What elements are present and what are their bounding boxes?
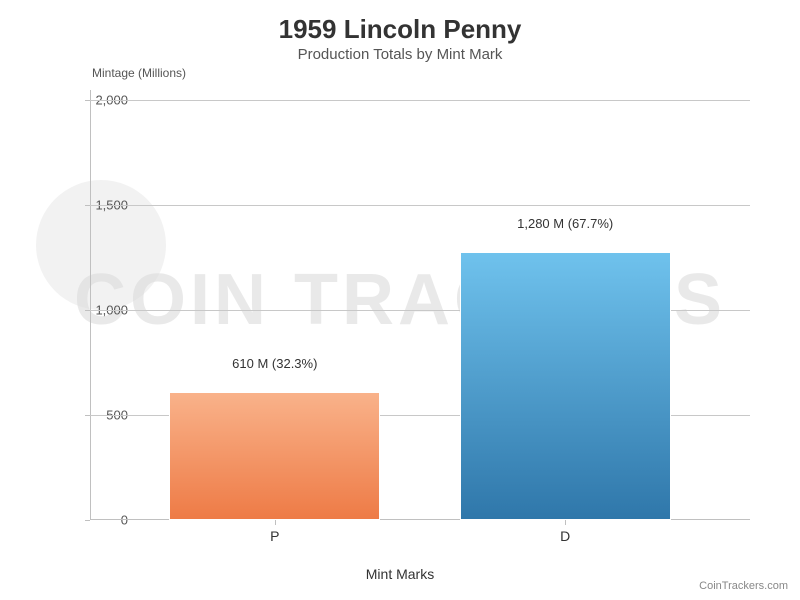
gridline [90,100,750,101]
y-tick-mark [85,415,90,416]
chart-subtitle: Production Totals by Mint Mark [0,46,800,63]
x-tick-label: D [560,528,570,544]
attribution-text: CoinTrackers.com [699,580,788,592]
bar-d[interactable] [460,252,671,520]
chart-container: COIN TRACKERS 1959 Lincoln Penny Product… [0,0,800,600]
x-axis-label: Mint Marks [0,566,800,582]
x-tick-mark [565,520,566,525]
gridline [90,205,750,206]
y-tick-mark [85,520,90,521]
x-tick-label: P [270,528,279,544]
x-tick-mark [275,520,276,525]
bar-p[interactable] [169,392,380,520]
y-tick-mark [85,205,90,206]
plot-area: 610 M (32.3%)P1,280 M (67.7%)D [90,90,750,520]
chart-title: 1959 Lincoln Penny [0,14,800,45]
y-axis-label: Mintage (Millions) [92,66,186,80]
y-tick-mark [85,310,90,311]
bar-value-label: 1,280 M (67.7%) [517,216,613,231]
y-tick-mark [85,100,90,101]
bar-value-label: 610 M (32.3%) [232,356,317,371]
y-axis-line [90,90,91,520]
